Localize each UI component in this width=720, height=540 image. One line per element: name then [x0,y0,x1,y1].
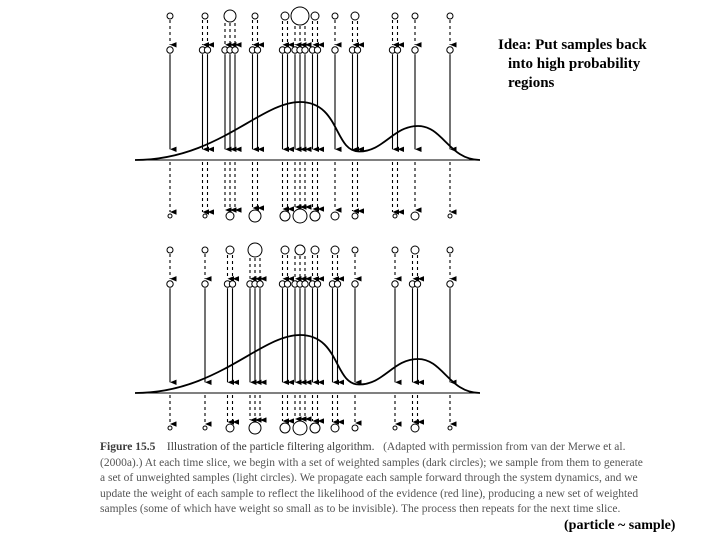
idea-line2: into high probability [498,55,647,74]
idea-annotation: Idea: Put samples back into high probabi… [498,36,647,92]
caption-title: Illustration of the particle filtering a… [167,441,375,453]
caption-fignum: Figure 15.5 [100,441,155,453]
figure-caption: Figure 15.5 Illustration of the particle… [100,440,650,518]
footer-note: (particle ~ sample) [564,517,675,535]
idea-line3: regions [498,74,647,93]
idea-line1: Idea: Put samples back [498,36,647,55]
footer-note-text: (particle ~ sample) [564,518,675,533]
figure-canvas: Idea: Put samples back into high probabi… [0,0,720,540]
